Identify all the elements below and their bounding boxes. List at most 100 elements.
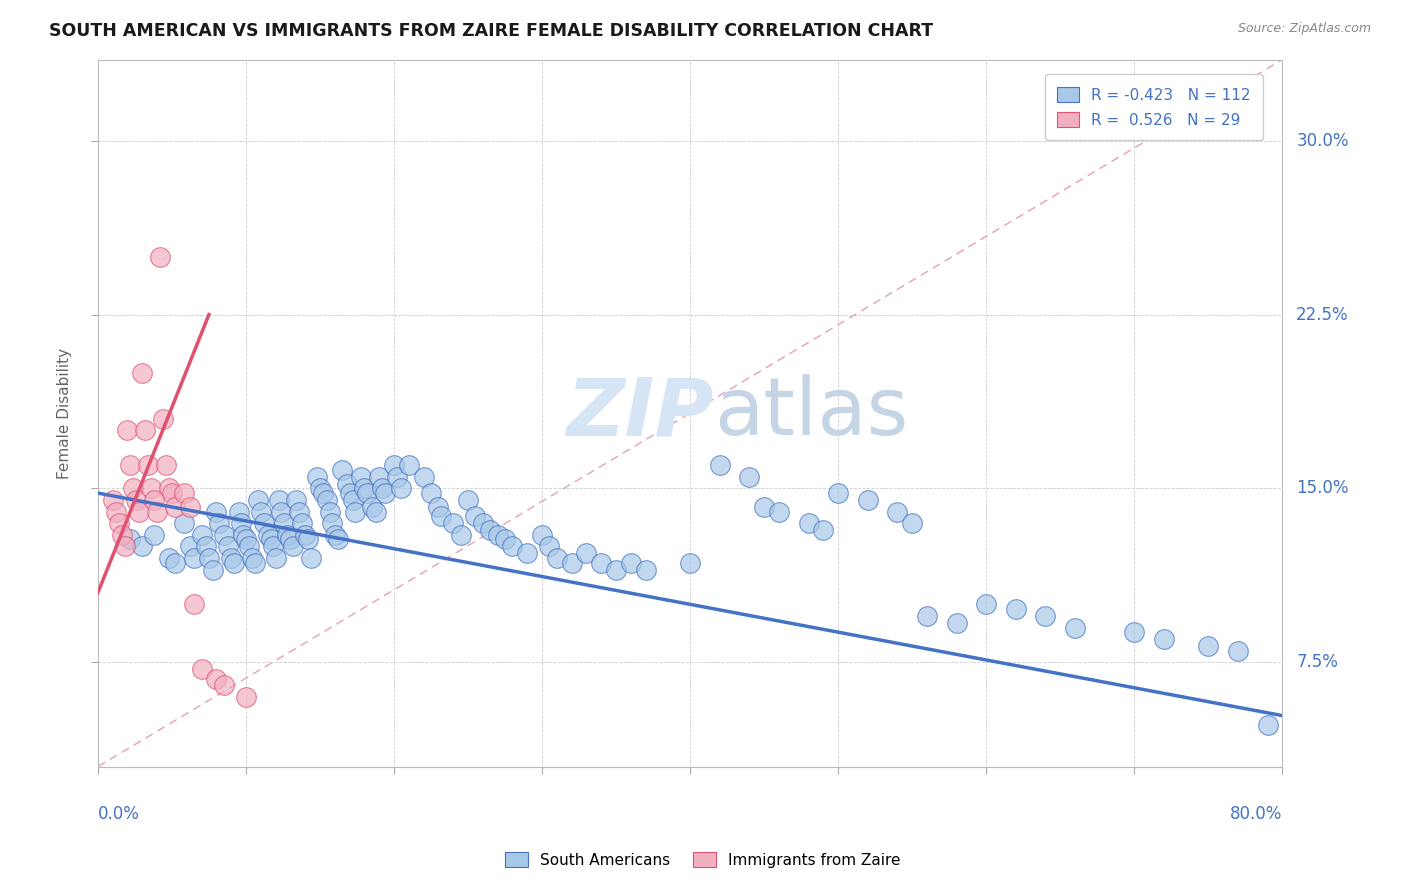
Point [356,486,378,500]
Point [412,470,434,484]
Point [155,458,177,473]
Point [336,476,359,491]
Point [1123,625,1146,640]
Point [136,458,159,473]
Point [752,500,775,514]
Point [366,505,388,519]
Point [679,556,702,570]
Point [471,516,494,531]
Point [516,546,538,560]
Point [319,505,342,519]
Point [143,528,166,542]
Point [120,533,142,547]
Point [344,505,367,519]
Point [288,505,311,519]
Point [398,458,420,473]
Point [212,678,235,692]
Point [494,533,516,547]
Point [149,250,172,264]
Point [235,533,257,547]
Point [479,523,502,537]
Legend: R = -0.423   N = 112, R =  0.526   N = 29: R = -0.423 N = 112, R = 0.526 N = 29 [1045,74,1263,140]
Point [228,505,250,519]
Point [249,505,271,519]
Point [856,493,879,508]
Point [179,540,201,554]
Point [160,486,183,500]
Point [450,528,472,542]
Point [546,551,568,566]
Point [1035,608,1057,623]
Point [486,528,509,542]
Point [273,516,295,531]
Point [128,505,150,519]
Point [457,493,479,508]
Point [531,528,554,542]
Point [267,493,290,508]
Point [709,458,731,473]
Point [1064,620,1087,634]
Point [163,500,186,514]
Point [212,528,235,542]
Text: 22.5%: 22.5% [1296,306,1348,324]
Legend: South Americans, Immigrants from Zaire: South Americans, Immigrants from Zaire [498,844,908,875]
Point [104,505,127,519]
Point [134,424,156,438]
Point [110,528,132,542]
Point [620,556,643,570]
Point [190,528,212,542]
Point [205,505,228,519]
Point [323,528,346,542]
Point [316,493,339,508]
Point [117,424,139,438]
Point [157,551,180,566]
Point [350,470,373,484]
Point [257,528,280,542]
Point [276,528,298,542]
Point [591,556,613,570]
Point [285,493,308,508]
Text: 0.0%: 0.0% [98,805,139,823]
Point [179,500,201,514]
Point [190,662,212,676]
Text: SOUTH AMERICAN VS IMMIGRANTS FROM ZAIRE FEMALE DISABILITY CORRELATION CHART: SOUTH AMERICAN VS IMMIGRANTS FROM ZAIRE … [49,22,934,40]
Point [339,486,361,500]
Point [120,458,142,473]
Point [146,505,169,519]
Point [262,540,284,554]
Point [342,493,364,508]
Point [294,528,316,542]
Point [427,500,450,514]
Point [208,516,231,531]
Point [122,482,145,496]
Point [312,486,335,500]
Point [309,482,332,496]
Point [232,528,254,542]
Point [297,533,319,547]
Point [827,486,849,500]
Point [205,672,228,686]
Point [420,486,443,500]
Point [501,540,523,554]
Point [1226,643,1249,657]
Point [441,516,464,531]
Text: atlas: atlas [714,374,908,452]
Point [141,482,163,496]
Point [157,482,180,496]
Point [305,470,328,484]
Point [163,556,186,570]
Point [280,533,302,547]
Point [270,505,292,519]
Point [605,563,627,577]
Point [321,516,343,531]
Point [353,482,375,496]
Point [240,551,263,566]
Point [768,505,790,519]
Point [385,470,408,484]
Point [738,470,761,484]
Text: 80.0%: 80.0% [1230,805,1282,823]
Point [235,690,257,704]
Point [326,533,349,547]
Point [1004,602,1026,616]
Point [464,509,486,524]
